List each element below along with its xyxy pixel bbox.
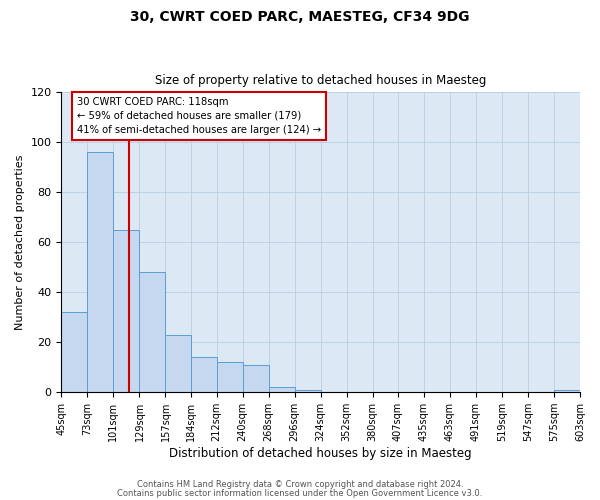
Bar [295,390,321,392]
Text: 30, CWRT COED PARC, MAESTEG, CF34 9DG: 30, CWRT COED PARC, MAESTEG, CF34 9DG [130,10,470,24]
Title: Size of property relative to detached houses in Maesteg: Size of property relative to detached ho… [155,74,487,87]
Bar [139,272,166,392]
Bar [269,387,295,392]
Text: 30 CWRT COED PARC: 118sqm
← 59% of detached houses are smaller (179)
41% of semi: 30 CWRT COED PARC: 118sqm ← 59% of detac… [77,97,321,135]
Bar [554,390,580,392]
Bar [113,230,139,392]
Bar [166,334,191,392]
Text: Contains public sector information licensed under the Open Government Licence v3: Contains public sector information licen… [118,489,482,498]
Bar [61,312,88,392]
Bar [242,364,269,392]
Text: Contains HM Land Registry data © Crown copyright and database right 2024.: Contains HM Land Registry data © Crown c… [137,480,463,489]
Bar [217,362,242,392]
Bar [191,357,217,392]
X-axis label: Distribution of detached houses by size in Maesteg: Distribution of detached houses by size … [169,447,472,460]
Y-axis label: Number of detached properties: Number of detached properties [15,154,25,330]
Bar [88,152,113,392]
